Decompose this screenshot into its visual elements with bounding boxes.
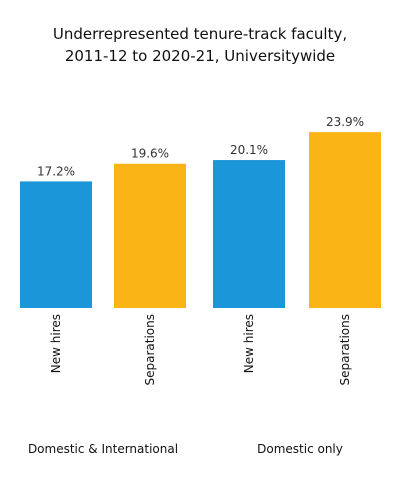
tick-label-g0-new-hires: New hires bbox=[49, 314, 63, 373]
bar-g0-new-hires bbox=[20, 181, 92, 308]
bar-g0-separations bbox=[114, 163, 186, 308]
tick-label-g1-new-hires: New hires bbox=[242, 314, 256, 373]
value-label-g0-separations: 19.6% bbox=[131, 147, 169, 161]
chart-title-line-2: 2011-12 to 2020-21, Universitywide bbox=[64, 47, 336, 65]
chart-title-line-1: Underrepresented tenure-track faculty, bbox=[52, 25, 348, 43]
value-label-g1-new-hires: 20.1% bbox=[230, 143, 268, 157]
bar-g1-separations bbox=[309, 132, 381, 308]
tick-label-g0-separations: Separations bbox=[143, 314, 157, 386]
group-label-domestic-international: Domestic & International bbox=[27, 442, 179, 456]
tick-label-g1-separations: Separations bbox=[338, 314, 352, 386]
value-label-g1-separations: 23.9% bbox=[326, 115, 364, 129]
group-label-domestic-only: Domestic only bbox=[257, 442, 343, 456]
bar-g1-new-hires bbox=[213, 160, 285, 308]
value-label-g0-new-hires: 17.2% bbox=[37, 164, 75, 178]
